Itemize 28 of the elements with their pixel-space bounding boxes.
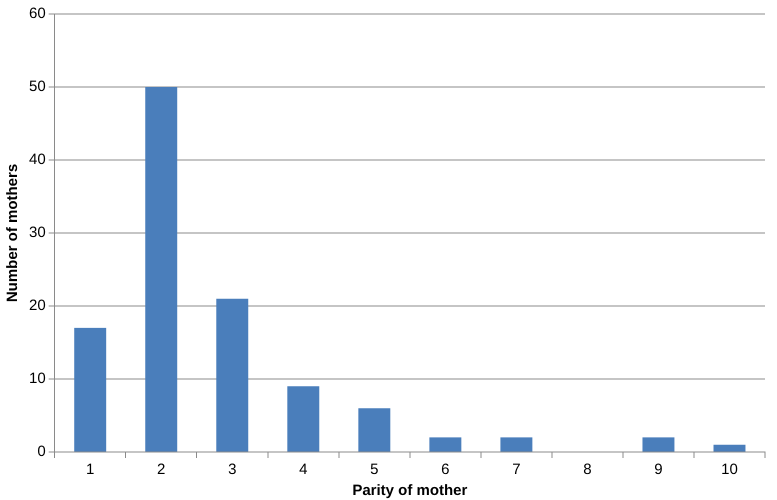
bar <box>642 437 674 452</box>
x-tick-label: 1 <box>86 461 94 478</box>
y-tick-label: 20 <box>28 297 46 314</box>
y-tick-label: 50 <box>28 78 46 96</box>
x-tick-label: 5 <box>370 461 378 478</box>
y-axis-title: Number of mothers <box>4 164 22 302</box>
bar <box>429 437 462 452</box>
x-tick-label: 7 <box>512 461 521 478</box>
bar <box>500 437 532 452</box>
bar <box>287 386 320 452</box>
y-tick-label: 40 <box>28 151 46 168</box>
x-tick-label: 3 <box>228 461 236 478</box>
x-tick-label: 8 <box>583 461 592 478</box>
bar <box>145 87 178 452</box>
y-tick-label: 10 <box>28 370 46 388</box>
bar <box>714 444 746 452</box>
x-tick-label: 9 <box>654 461 663 478</box>
bar <box>74 328 106 452</box>
y-tick-label: 30 <box>28 224 46 242</box>
x-tick-label: 2 <box>157 461 166 478</box>
x-tick-label: 4 <box>299 461 308 478</box>
bar <box>358 408 390 452</box>
x-tick-label: 10 <box>721 461 738 478</box>
y-tick-label: 0 <box>37 443 46 460</box>
bar <box>216 298 248 452</box>
y-tick-label: 60 <box>28 5 46 22</box>
x-tick-label: 6 <box>441 461 450 478</box>
x-axis-title: Parity of mother <box>352 482 468 500</box>
